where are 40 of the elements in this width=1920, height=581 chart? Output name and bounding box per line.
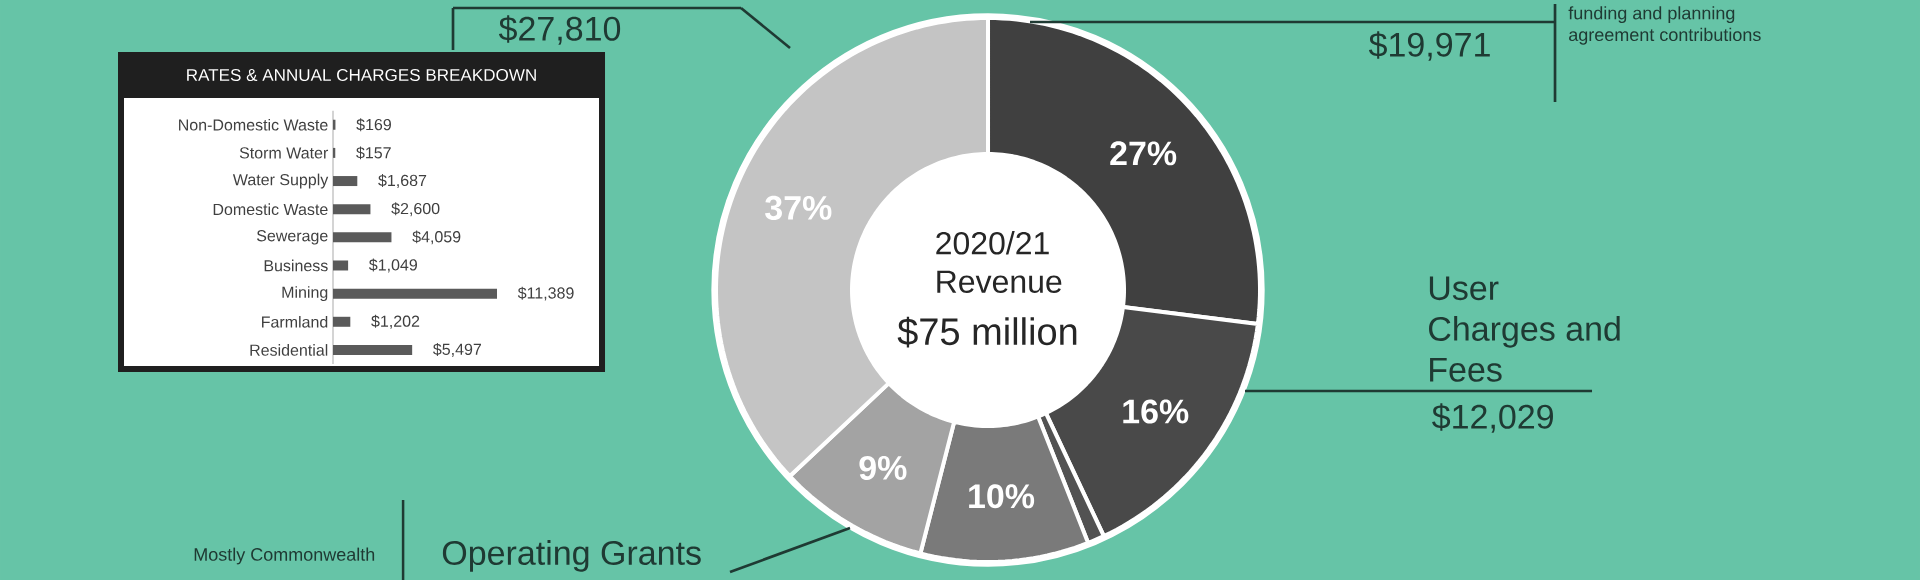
data-label: 10%	[969, 484, 1035, 509]
data-label: 27%	[1110, 141, 1177, 166]
slice-label: User Charges and Fees	[1429, 276, 1620, 382]
bar	[333, 288, 498, 299]
bar	[333, 175, 358, 186]
slice-label: Operating Grants	[442, 539, 701, 572]
bar	[333, 316, 351, 327]
y-tick-label: Residential	[250, 343, 328, 356]
bar	[333, 204, 371, 215]
bar	[333, 344, 413, 355]
data-label: $1,687	[378, 173, 427, 188]
data-label: 37%	[765, 195, 832, 220]
data-label: $2,600	[391, 202, 440, 216]
text: $75 million	[897, 316, 1077, 348]
data-label: $169	[356, 118, 391, 132]
bar	[333, 260, 349, 271]
data-label: $1,202	[371, 314, 420, 329]
y-tick-label: Sewerage	[256, 229, 328, 245]
data-label: 16%	[1123, 399, 1189, 424]
y-tick-label: Business	[264, 259, 328, 272]
bar	[333, 232, 392, 243]
data-label: $157	[356, 146, 391, 160]
chart-title: RATES & ANNUAL CHARGES BREAKDOWN	[187, 68, 536, 81]
y-tick-label: Domestic Waste	[213, 203, 328, 215]
data-label: $11,389	[517, 286, 574, 301]
data-label: $5,497	[433, 342, 481, 357]
data-label: $4,059	[412, 230, 461, 245]
y-tick-label: Farmland	[262, 315, 328, 328]
text: $12,029	[1432, 403, 1553, 433]
y-tick-label: Non-Domestic Waste	[179, 118, 328, 131]
data-label: 9%	[859, 455, 907, 480]
y-tick-label: Storm Water	[239, 147, 329, 159]
y-tick-label: Mining	[282, 286, 328, 301]
text: Mostly Commonwealth	[194, 547, 375, 565]
text: $27,810	[498, 15, 621, 45]
text: $19,971	[1368, 31, 1490, 61]
y-tick-label: Water Supply	[232, 173, 329, 189]
slice-label: funding and planning agreement contributions	[1568, 6, 1761, 45]
text: 2020/21 Revenue	[936, 230, 1062, 293]
data-label: $1,049	[368, 258, 417, 273]
